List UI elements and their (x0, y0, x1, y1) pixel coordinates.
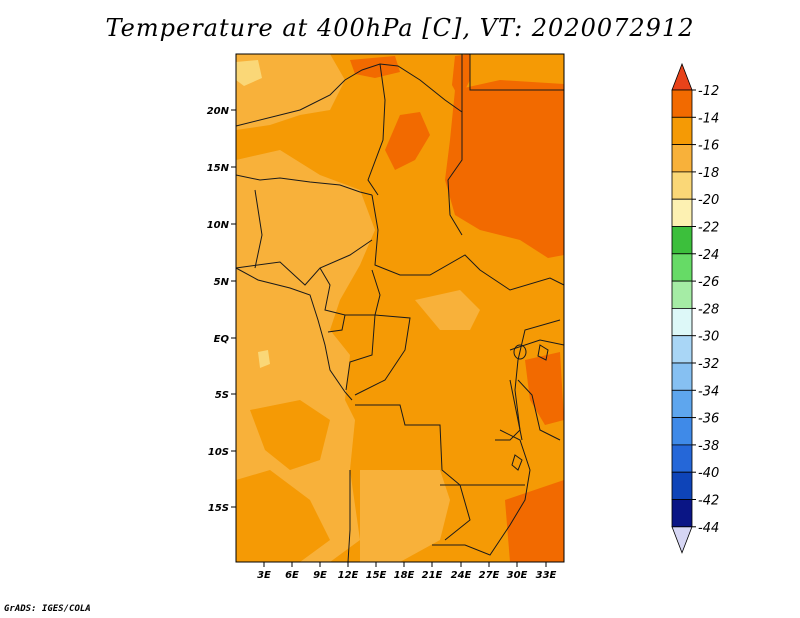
colorbar-label: -36 (698, 412, 719, 427)
lon-label: 33E (536, 570, 557, 581)
colorbar-label: -40 (698, 466, 719, 481)
lat-label: 15N (207, 163, 230, 174)
field-region-dark-sudan (385, 112, 430, 170)
lat-label: 10S (208, 447, 229, 458)
colorbar-swatch (671, 171, 693, 200)
colorbar-label: -26 (698, 275, 719, 290)
colorbar-swatch (671, 144, 693, 173)
lon-label: 9E (313, 570, 327, 581)
colorbar-swatch (671, 471, 693, 500)
country-borders (235, 54, 565, 563)
colorbar-label: -18 (698, 166, 719, 181)
longitude-axis: 3E 6E 9E 12E 15E 18E 21E 24E 27E 30E 33E (257, 562, 557, 581)
field-region-dark-se (505, 480, 564, 562)
colorbar-swatch (671, 280, 693, 309)
lon-label: 30E (507, 570, 528, 581)
colorbar-swatch (671, 444, 693, 473)
colorbar-swatch (671, 499, 693, 528)
colorbar-label: -42 (698, 494, 719, 509)
colorbar-label: -22 (698, 221, 719, 236)
field-region-light-central (260, 185, 350, 245)
field-region-mid-south (236, 470, 330, 562)
lon-label: 21E (422, 570, 443, 581)
colorbar-bottom-arrow (671, 526, 693, 554)
colorbar-swatch (671, 417, 693, 446)
field-region-pale-coast (258, 350, 270, 368)
lat-label: 20N (207, 106, 230, 117)
colorbar-label: -38 (698, 439, 719, 454)
colorbar-top-arrow (671, 62, 693, 91)
field-region-light-north (236, 54, 345, 130)
field-region-dark-top (350, 56, 400, 78)
colorbar-swatch (671, 335, 693, 364)
field-region-mid-coast (250, 400, 330, 470)
map-frame (235, 53, 565, 563)
lat-label: 10N (207, 220, 230, 231)
lat-label: 5S (215, 390, 229, 401)
latitude-axis: 20N 15N 10N 5N EQ 5S 10S 15S (207, 106, 236, 514)
field-region-dark-northeast (445, 80, 564, 258)
lat-label: 15S (208, 503, 229, 514)
map-panel (235, 53, 565, 563)
lon-label: 3E (257, 570, 271, 581)
lat-label: EQ (214, 334, 230, 345)
colorbar-swatch (671, 389, 693, 418)
colorbar-label: -20 (698, 193, 719, 208)
colorbar-label: -44 (698, 521, 719, 536)
colorbar: -12 -14 -16 -18 -20 -22 -24 -26 -28 -30 -32 -34 -36 -… (671, 62, 719, 554)
colorbar-label: -24 (698, 248, 719, 263)
field-region-light-southeast (360, 470, 450, 562)
lon-label: 18E (394, 570, 415, 581)
colorbar-label: -34 (698, 384, 719, 399)
coastline (235, 267, 353, 401)
lon-label: 12E (338, 570, 359, 581)
colorbar-label: -32 (698, 357, 719, 372)
lon-label: 6E (285, 570, 299, 581)
field-region-light-west (236, 150, 375, 562)
lon-label: 24E (451, 570, 472, 581)
colorbar-label: -16 (698, 139, 719, 154)
lon-label: 15E (366, 570, 387, 581)
lon-label: 27E (479, 570, 500, 581)
colorbar-swatch (671, 226, 693, 255)
colorbar-swatch (671, 89, 693, 118)
colorbar-label: -14 (698, 111, 719, 126)
credit-label: GrADS: IGES/COLA (4, 604, 91, 614)
field-region-dark-chad (452, 54, 470, 100)
lat-label: 5N (214, 277, 230, 288)
colorbar-swatch (671, 116, 693, 146)
colorbar-label: -28 (698, 302, 719, 317)
colorbar-swatch (671, 307, 693, 337)
colorbar-swatch (671, 253, 693, 282)
colorbar-label: -12 (698, 84, 719, 99)
map-title: Temperature at 400hPa [C], VT: 202007291… (105, 14, 695, 42)
field-region-light-congo (415, 290, 480, 330)
colorbar-swatch (671, 198, 693, 227)
field-region-pale-nw (236, 60, 262, 86)
colorbar-swatch (671, 362, 693, 391)
lakes (509, 344, 549, 471)
colorbar-label: -30 (698, 330, 719, 345)
